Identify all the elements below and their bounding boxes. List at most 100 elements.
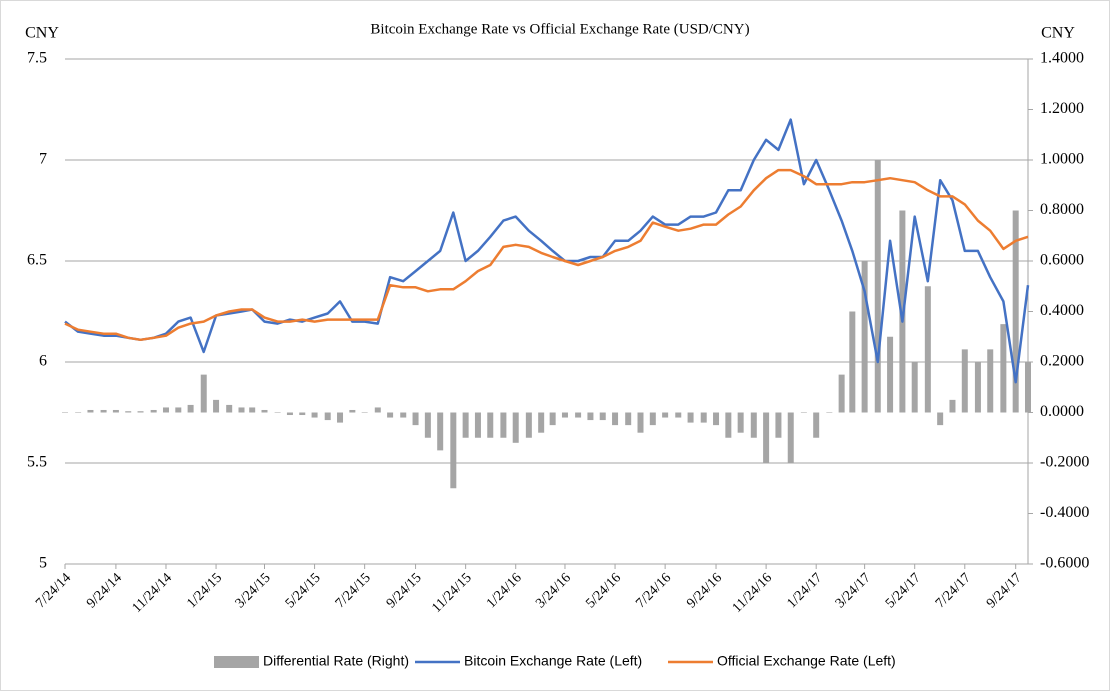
bar xyxy=(200,374,207,413)
bar xyxy=(861,261,868,413)
bar xyxy=(337,412,344,423)
bar xyxy=(500,412,507,438)
bar xyxy=(162,407,169,413)
y-tick-label: 7 xyxy=(39,151,47,168)
bar xyxy=(274,412,281,413)
bar xyxy=(937,412,944,426)
legend-label: Differential Rate (Right) xyxy=(263,653,409,669)
y2-tick-label: 0.6000 xyxy=(1040,252,1084,269)
bar xyxy=(238,407,245,413)
bar xyxy=(450,412,457,489)
bar xyxy=(1012,210,1019,413)
y-tick-label: 5.5 xyxy=(27,454,47,471)
bar xyxy=(187,404,194,413)
bar xyxy=(549,412,556,426)
bar xyxy=(349,409,356,413)
bar xyxy=(1025,362,1031,413)
legend-label: Bitcoin Exchange Rate (Left) xyxy=(464,653,642,669)
y2-axis-label: CNY xyxy=(1041,25,1075,42)
bar xyxy=(175,407,182,413)
bar xyxy=(826,412,833,413)
bar xyxy=(687,412,694,423)
bar xyxy=(100,409,107,413)
bar xyxy=(763,412,770,463)
bar xyxy=(361,412,368,413)
bar xyxy=(311,412,318,418)
bar xyxy=(112,409,119,413)
bar xyxy=(1000,324,1007,413)
bar xyxy=(949,399,956,413)
bar xyxy=(249,407,256,413)
line-series xyxy=(64,168,1029,342)
y-tick-label: 6 xyxy=(39,353,47,370)
bar xyxy=(924,286,931,413)
bar xyxy=(987,349,994,413)
chart-title: Bitcoin Exchange Rate vs Official Exchan… xyxy=(370,21,749,37)
bar xyxy=(525,412,532,438)
bar xyxy=(324,412,331,421)
bar xyxy=(538,412,545,433)
bar xyxy=(150,409,157,413)
bar xyxy=(637,412,644,433)
bar xyxy=(662,412,669,418)
bar xyxy=(887,336,894,413)
bar xyxy=(725,412,732,438)
bar xyxy=(737,412,744,433)
bar xyxy=(213,399,220,413)
bar xyxy=(800,412,807,413)
bar xyxy=(299,412,306,416)
bar xyxy=(261,409,268,413)
y-axis-label: CNY xyxy=(25,25,59,42)
y2-tick-label: 1.0000 xyxy=(1040,151,1084,168)
bar xyxy=(387,412,394,418)
bar xyxy=(911,362,918,413)
bar xyxy=(700,412,707,423)
legend-label: Official Exchange Rate (Left) xyxy=(717,653,896,669)
bar xyxy=(575,412,582,418)
line-series xyxy=(64,118,1030,384)
bar xyxy=(87,409,94,413)
bar xyxy=(561,412,568,418)
bar xyxy=(974,362,981,413)
bar xyxy=(961,349,968,413)
y2-tick-label: -0.2000 xyxy=(1040,454,1089,471)
bar xyxy=(424,412,431,438)
bar xyxy=(137,411,144,413)
y2-tick-label: 1.4000 xyxy=(1040,50,1084,67)
bar xyxy=(437,412,444,451)
y2-tick-label: 1.2000 xyxy=(1040,100,1084,117)
bar xyxy=(874,160,881,413)
bar xyxy=(474,412,481,438)
bar xyxy=(400,412,407,418)
bar xyxy=(512,412,519,443)
bar xyxy=(813,412,820,438)
legend-swatch xyxy=(214,656,259,668)
bar xyxy=(713,412,720,426)
y-tick-label: 6.5 xyxy=(27,252,47,269)
bar xyxy=(775,412,782,438)
y2-tick-label: -0.6000 xyxy=(1040,555,1089,572)
bar xyxy=(625,412,632,426)
bar xyxy=(286,412,293,416)
bar xyxy=(649,412,656,426)
bar xyxy=(587,412,594,421)
y2-tick-label: 0.2000 xyxy=(1040,353,1084,370)
y2-tick-label: 0.0000 xyxy=(1040,403,1084,420)
bar xyxy=(462,412,469,438)
bar xyxy=(599,412,606,421)
bar xyxy=(226,404,233,413)
bar xyxy=(849,311,856,413)
y-tick-label: 7.5 xyxy=(27,50,47,67)
bar xyxy=(75,412,82,413)
y2-tick-label: 0.4000 xyxy=(1040,302,1084,319)
bar xyxy=(125,411,132,413)
bar xyxy=(675,412,682,418)
y-tick-label: 5 xyxy=(39,555,47,572)
bar xyxy=(750,412,757,438)
bar xyxy=(612,412,619,426)
bar xyxy=(62,412,68,413)
y2-tick-label: 0.8000 xyxy=(1040,201,1084,218)
bar xyxy=(787,412,794,463)
